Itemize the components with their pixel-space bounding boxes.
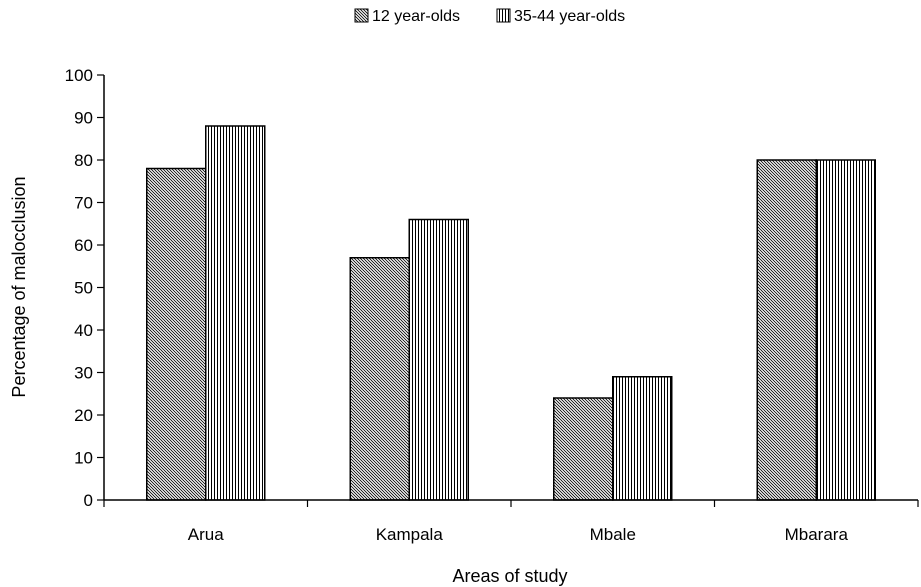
y-tick-label: 40 (74, 321, 93, 340)
bar-12-year-olds-mbarara (756, 159, 817, 501)
x-tick-label: Kampala (376, 525, 444, 544)
bar-35-44-year-olds-arua (205, 125, 266, 501)
y-tick-label: 50 (74, 279, 93, 298)
x-axis-ticks: Arua Kampala Mbale Mbarara (103, 500, 919, 544)
y-tick-label: 70 (74, 194, 93, 213)
y-tick-label: 30 (74, 364, 93, 383)
legend-swatch-35-44-year-olds (496, 8, 511, 23)
bar-35-44-year-olds-kampala (408, 218, 469, 501)
bar-12-year-olds-arua (146, 167, 207, 501)
bar-35-44-year-olds-mbarara (815, 159, 876, 501)
y-axis-ticks: 0 10 20 30 40 50 60 70 80 90 100 (65, 66, 104, 510)
y-axis-title: Percentage of malocclusion (9, 176, 29, 397)
y-tick-label: 20 (74, 406, 93, 425)
bar-35-44-year-olds-mbale (612, 376, 673, 501)
y-tick-label: 0 (84, 491, 93, 510)
x-tick-label: Mbale (590, 525, 636, 544)
bar-12-year-olds-mbale (553, 397, 614, 501)
legend: 12 year-olds 35-44 year-olds (354, 8, 625, 25)
legend-swatch-12-year-olds (354, 8, 369, 23)
y-tick-label: 100 (65, 66, 93, 85)
y-tick-label: 90 (74, 109, 93, 128)
legend-label-12-year-olds: 12 year-olds (372, 8, 460, 25)
bar-12-year-olds-kampala (349, 257, 410, 501)
y-tick-label: 60 (74, 236, 93, 255)
legend-label-35-44-year-olds: 35-44 year-olds (514, 8, 625, 25)
y-tick-label: 10 (74, 449, 93, 468)
bars (146, 125, 876, 501)
x-axis-title: Areas of study (452, 566, 567, 586)
x-tick-label: Arua (188, 525, 224, 544)
y-tick-label: 80 (74, 151, 93, 170)
x-tick-label: Mbarara (785, 525, 849, 544)
